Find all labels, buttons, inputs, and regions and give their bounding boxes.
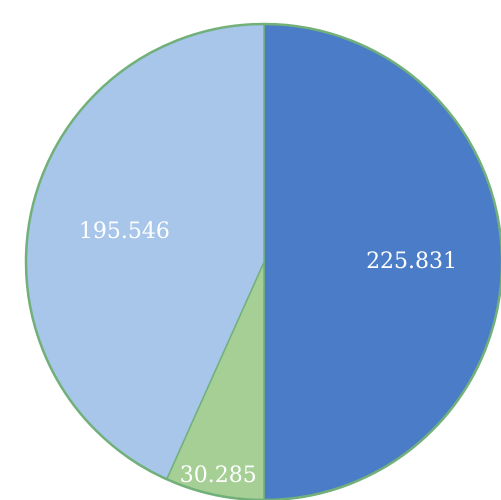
slice-value-label-0: 225.831 (366, 249, 457, 274)
slice-value-label-1: 30.285 (180, 463, 257, 488)
pie-outline (24, 22, 501, 500)
pie-slices (25, 23, 501, 500)
slice-value-label-2: 195.546 (79, 219, 170, 244)
pie-labels: 225.831 30.285 195.546 (79, 219, 457, 488)
